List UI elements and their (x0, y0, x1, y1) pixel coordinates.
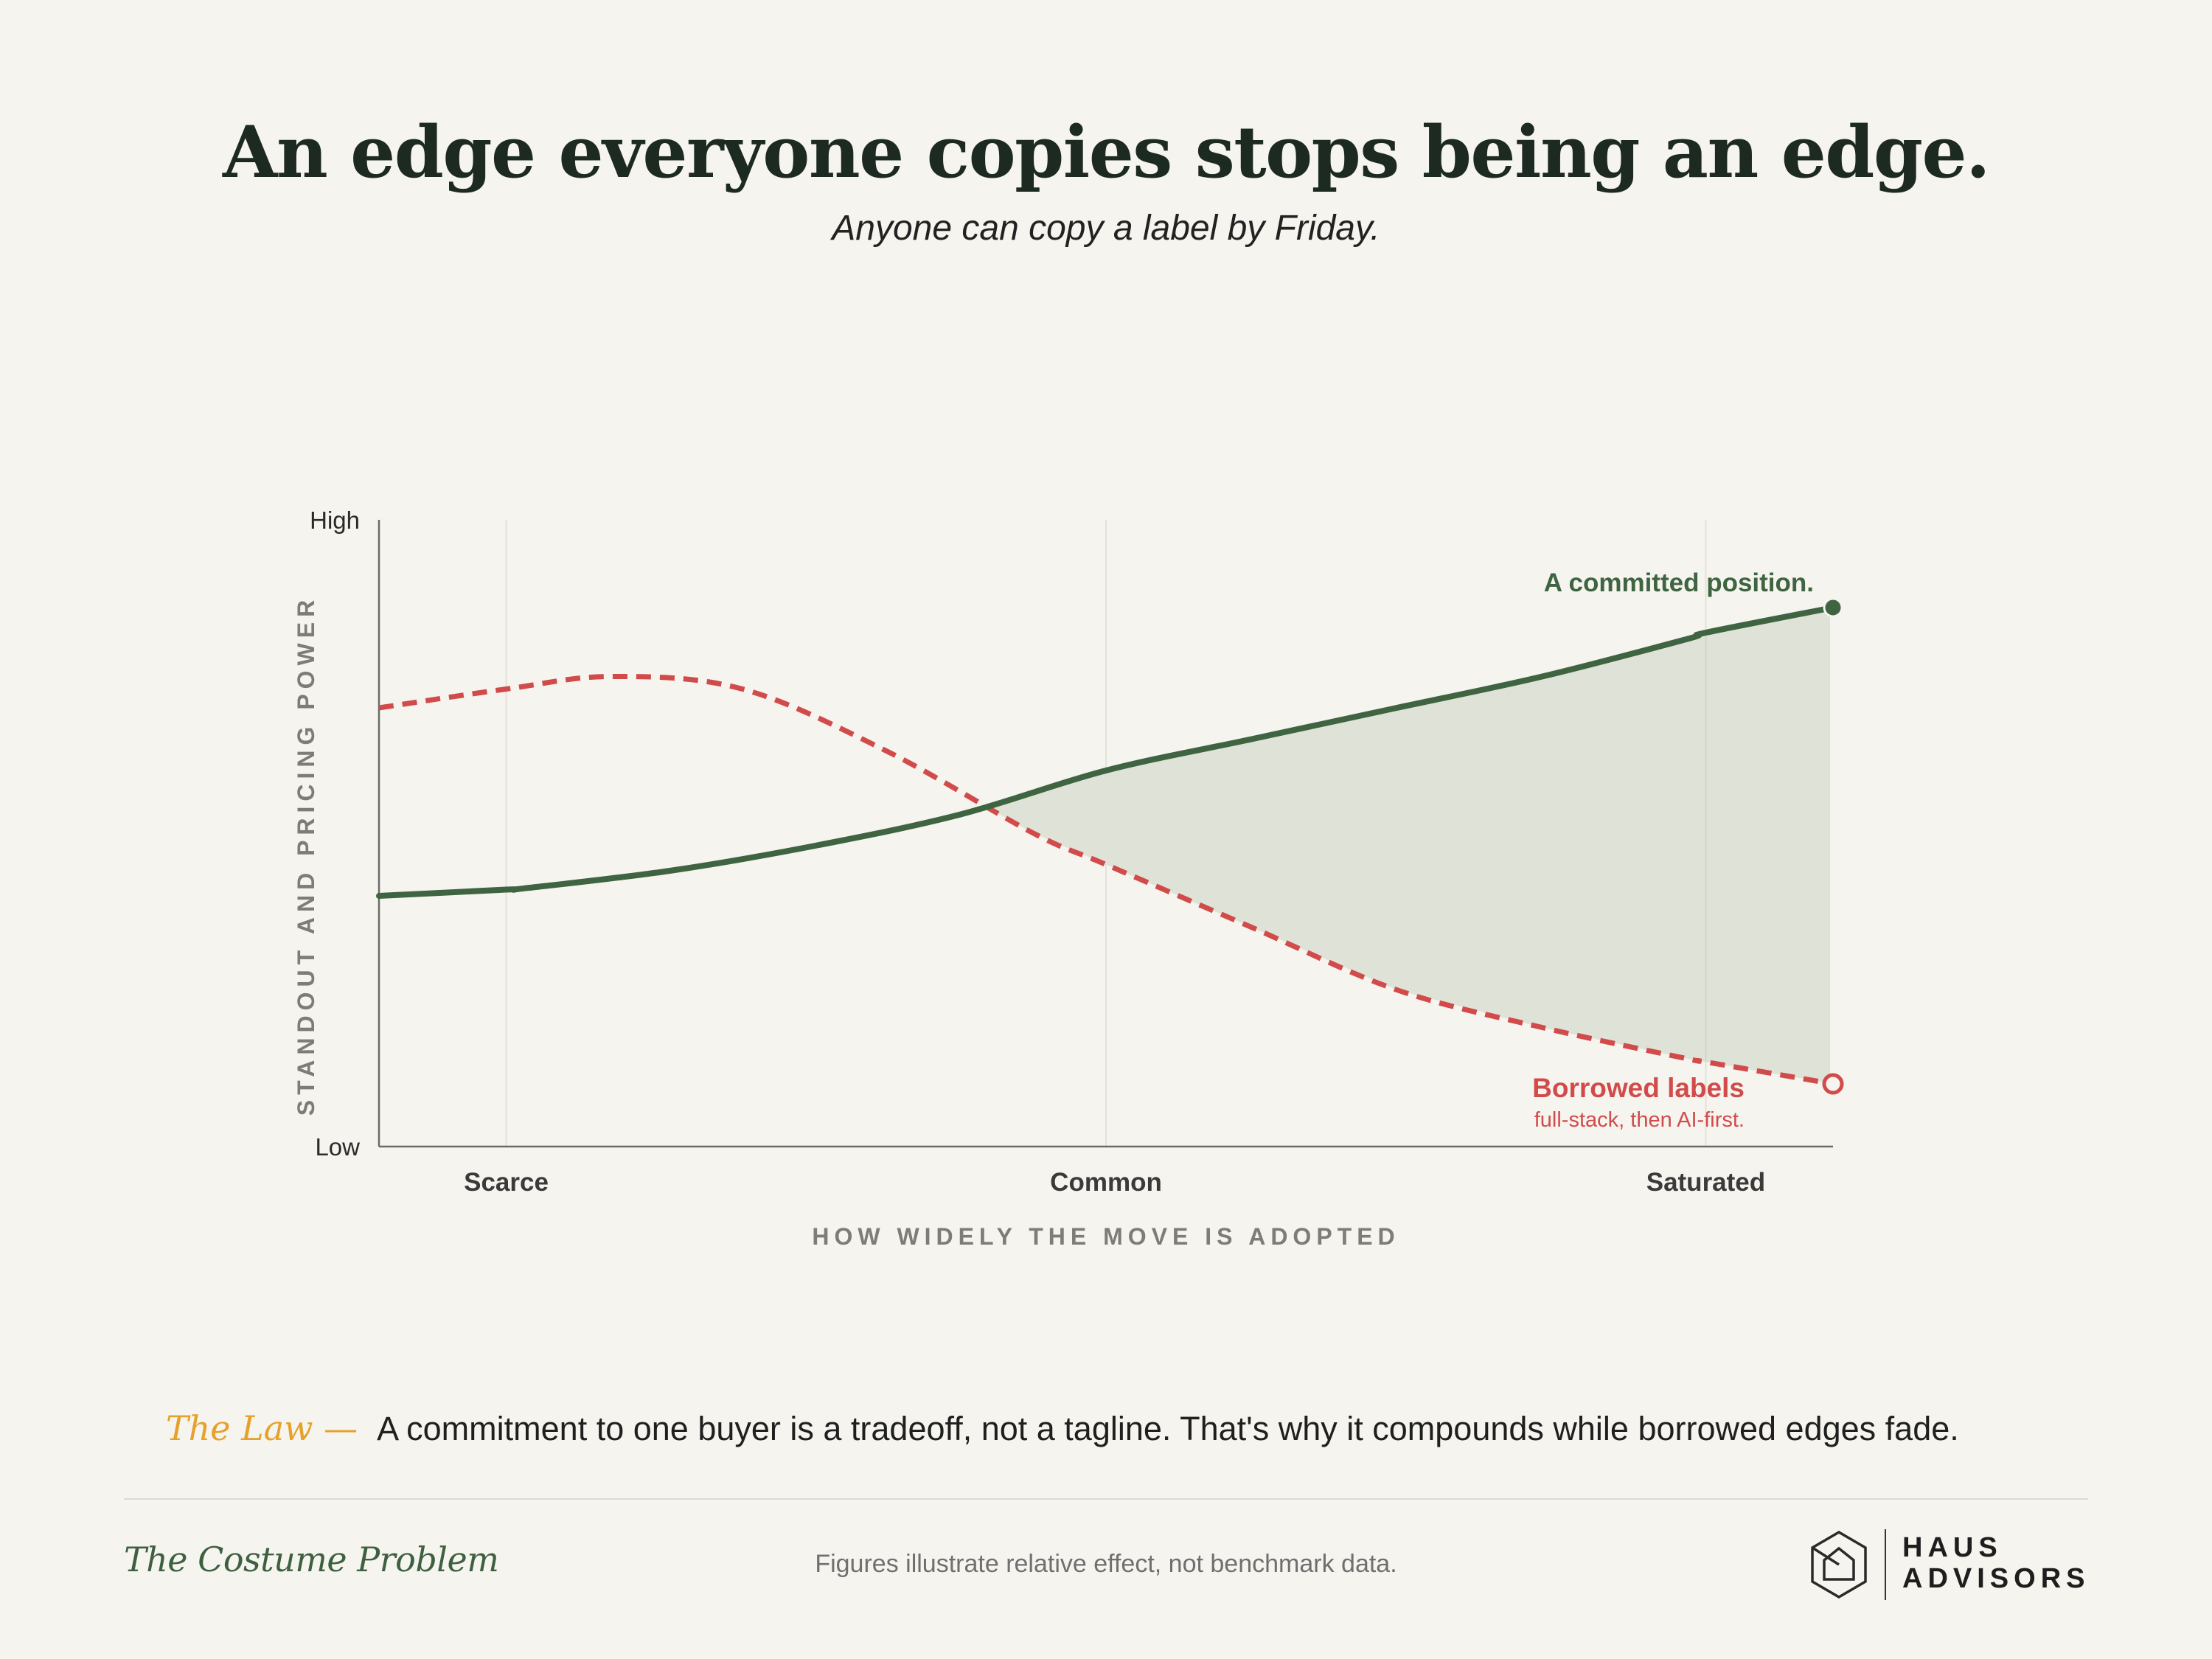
x-tick-common: Common (1050, 1168, 1162, 1197)
page-title: An edge everyone copies stops being an e… (222, 111, 1991, 194)
brand-line-1: HAUS (1902, 1532, 2003, 1563)
law-text: A commitment to one buyer is a tradeoff,… (377, 1410, 1959, 1447)
series-title: The Costume Problem (124, 1540, 499, 1579)
series-label-committed-position: A committed position. (1544, 568, 1814, 597)
series-line-committed-position (376, 605, 1836, 899)
adoption-chart: A committed position. Borrowed labels full… (293, 507, 1844, 1250)
y-tick-high: High (310, 507, 360, 534)
shaded-gap-area (987, 608, 1831, 1084)
series-label-borrowed-labels: Borrowed labels (1532, 1073, 1745, 1103)
house-hexagon-logo-icon (1811, 1530, 1867, 1599)
brand-wordmark: HAUS ADVISORS (1902, 1532, 2090, 1594)
law-label: The Law — (166, 1408, 358, 1448)
end-marker-committed-position (1823, 597, 1843, 618)
x-tick-saturated: Saturated (1646, 1168, 1765, 1197)
series-line-borrowed-labels (378, 673, 1834, 1087)
y-axis-label: STANDOUT AND PRICING POWER (293, 595, 319, 1116)
disclaimer-note: Figures illustrate relative effect, not … (815, 1550, 1397, 1578)
law-statement: The Law — A commitment to one buyer is a … (166, 1408, 1959, 1448)
brand-separator (1885, 1529, 1886, 1600)
page-subtitle: Anyone can copy a label by Friday. (832, 209, 1380, 248)
brand-line-2: ADVISORS (1902, 1563, 2090, 1594)
y-tick-low: Low (315, 1133, 360, 1161)
x-axis-label: HOW WIDELY THE MOVE IS ADOPTED (812, 1223, 1399, 1250)
series-note-borrowed-labels: full-stack, then AI-first. (1534, 1108, 1745, 1132)
x-tick-scarce: Scarce (464, 1168, 549, 1197)
footer-divider (124, 1498, 2088, 1500)
end-marker-borrowed-labels (1822, 1073, 1844, 1095)
